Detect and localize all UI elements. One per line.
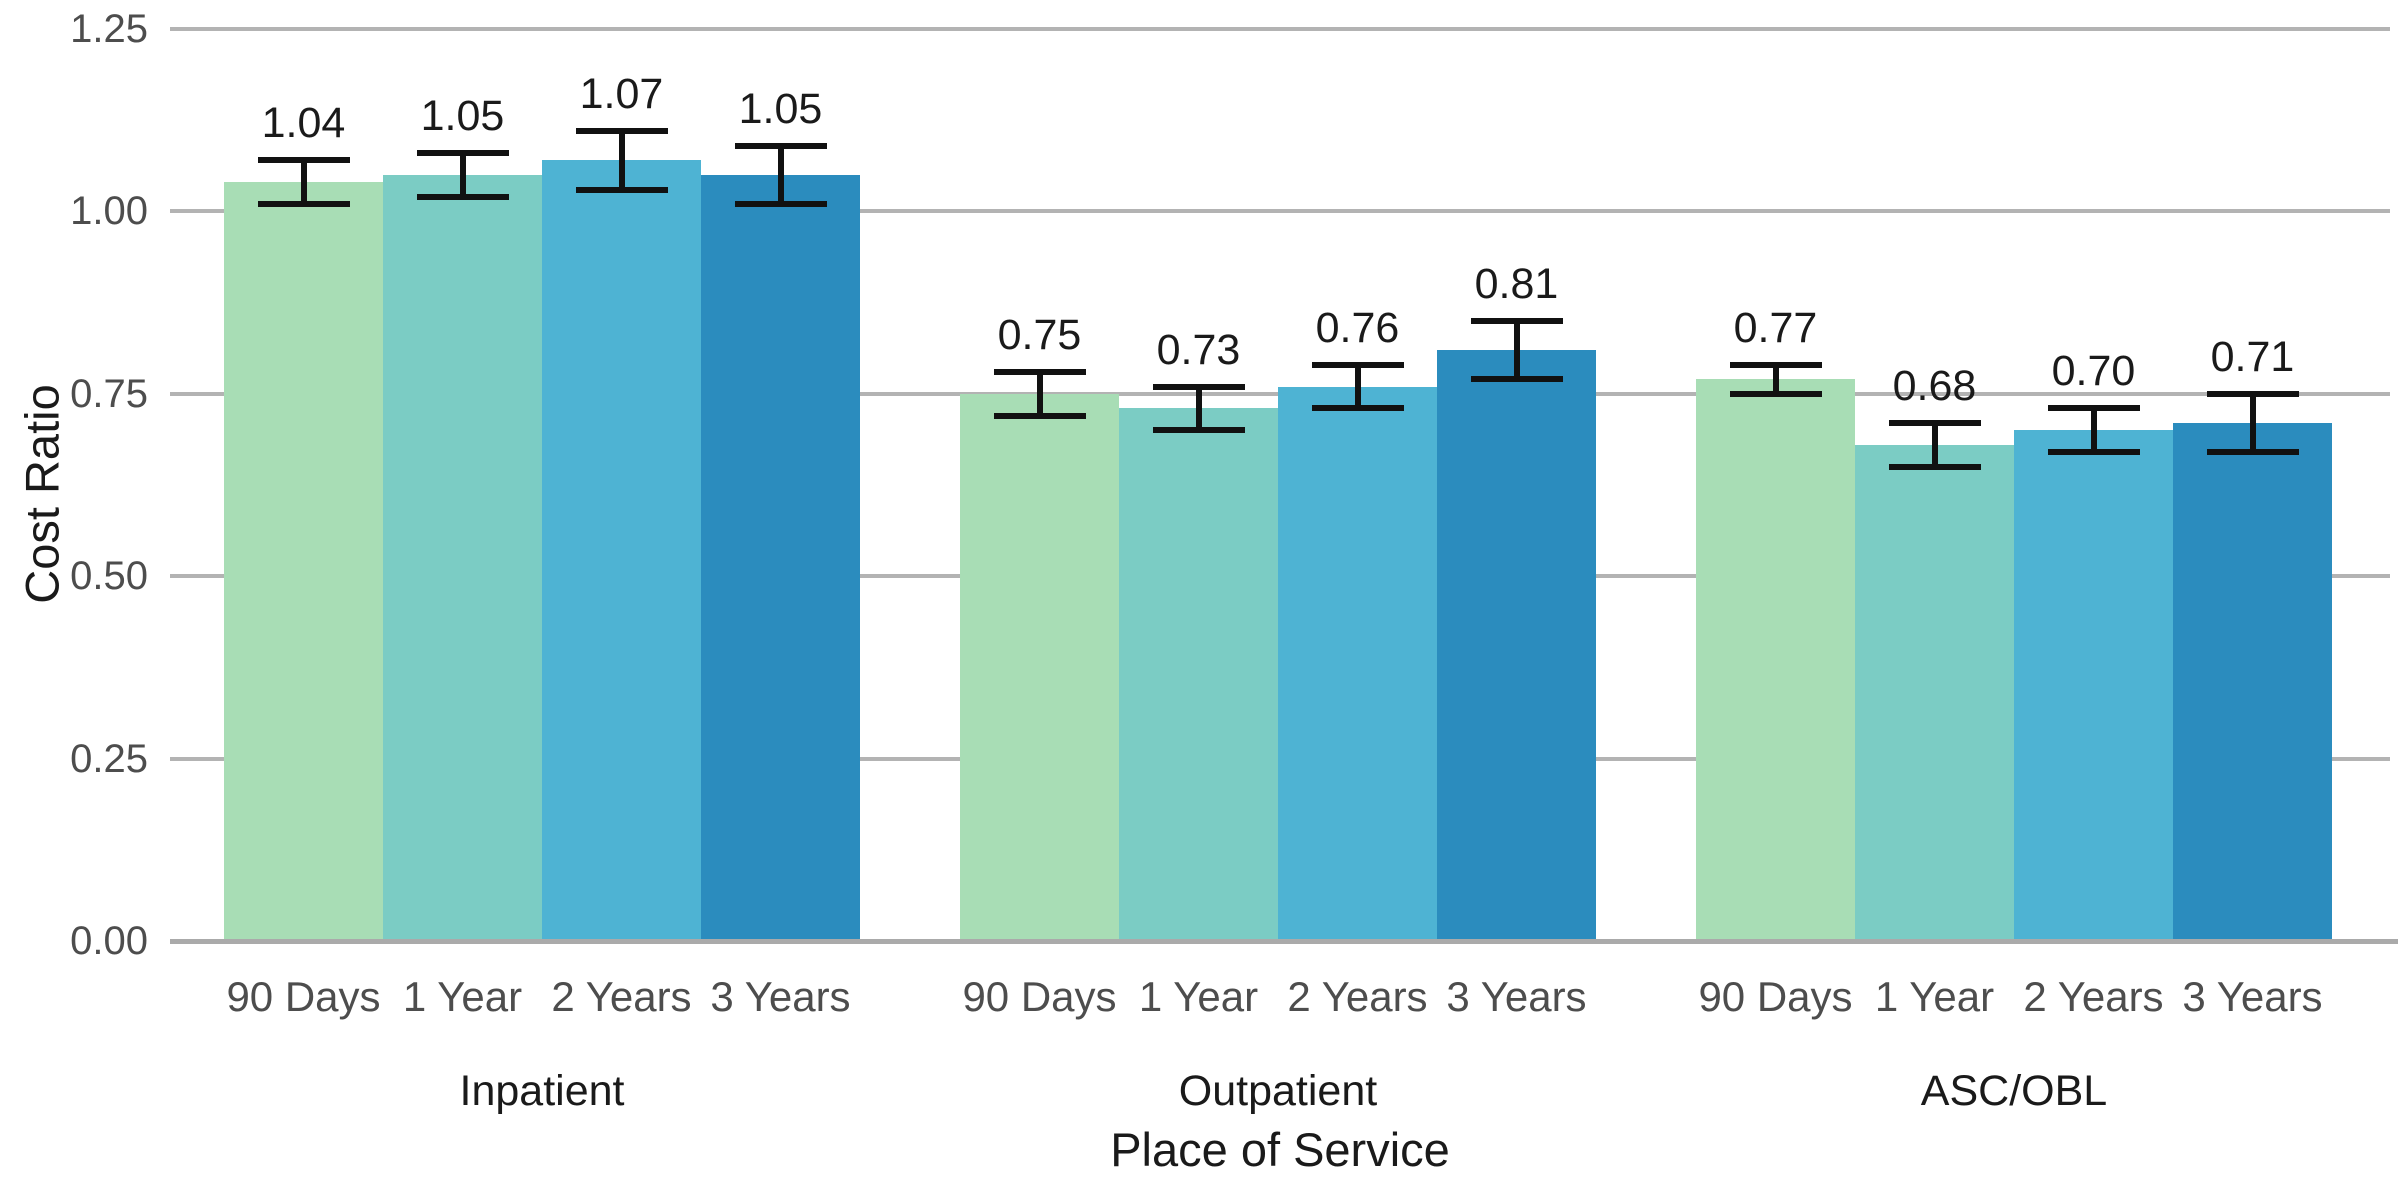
bar: [1696, 379, 1855, 941]
x-axis-line: [170, 939, 2398, 944]
y-tick-label: 0.00: [70, 919, 148, 963]
x-tick-label: 3 Years: [710, 973, 851, 1020]
error-bar-cap-top: [257, 157, 350, 164]
bar: [1119, 408, 1278, 941]
error-bar-cap-top: [2206, 390, 2299, 397]
error-bar-cap-top: [734, 142, 827, 149]
bar-value-label: 0.76: [1315, 303, 1400, 352]
error-bar-cap-bottom: [993, 412, 1086, 419]
group-label: ASC/OBL: [1920, 1067, 2108, 1115]
bar-value-label: 1.07: [579, 70, 664, 119]
x-tick-label: 90 Days: [1698, 973, 1853, 1020]
x-tick-label: 2 Years: [1287, 973, 1428, 1020]
bar-value-label: 1.04: [261, 99, 346, 148]
error-bar-cap-bottom: [734, 201, 827, 208]
x-tick-label: 1 Year: [1138, 973, 1259, 1020]
error-bar-line: [1513, 320, 1520, 380]
bar-value-label: 0.70: [2051, 347, 2136, 396]
x-tick-label: 1 Year: [1874, 973, 1995, 1020]
error-bar-cap-top: [1311, 361, 1404, 368]
error-bar-cap-bottom: [2206, 449, 2299, 456]
error-bar-line: [777, 145, 784, 205]
bar-value-label: 0.81: [1474, 259, 1559, 308]
y-tick-label: 0.75: [70, 371, 148, 416]
bar: [960, 393, 1119, 941]
bar: [383, 174, 542, 941]
bar-value-label: 0.68: [1892, 361, 1977, 410]
error-bar-cap-top: [575, 128, 668, 135]
error-bar-cap-top: [1470, 317, 1563, 324]
gridline: [170, 209, 2390, 214]
bar-value-label: 1.05: [738, 84, 823, 133]
y-tick-label: 0.50: [70, 554, 148, 599]
gridline: [170, 27, 2390, 31]
y-tick-label: 0.25: [70, 736, 148, 781]
error-bar-line: [1931, 422, 1938, 467]
x-axis-title: Place of Service: [1110, 1123, 1450, 1176]
x-tick-label: 2 Years: [2023, 973, 2164, 1020]
error-bar-line: [1195, 386, 1202, 431]
error-bar-cap-bottom: [1729, 390, 1822, 397]
error-bar-cap-top: [416, 150, 509, 157]
error-bar-line: [2249, 393, 2256, 453]
error-bar-cap-bottom: [257, 201, 350, 208]
error-bar-cap-bottom: [416, 193, 509, 200]
error-bar-cap-bottom: [1152, 427, 1245, 434]
y-tick-label: 1.00: [70, 189, 148, 234]
group-label: Outpatient: [1178, 1067, 1378, 1115]
error-bar-cap-top: [1888, 419, 1981, 426]
bar: [701, 174, 860, 941]
bar: [1278, 386, 1437, 941]
x-tick-label: 3 Years: [1446, 973, 1587, 1020]
x-tick-label: 90 Days: [962, 973, 1117, 1020]
group-label: Inpatient: [459, 1067, 625, 1115]
x-tick-label: 3 Years: [2182, 973, 2323, 1020]
error-bar-line: [459, 153, 466, 197]
error-bar-cap-bottom: [575, 186, 668, 193]
x-tick-label: 90 Days: [226, 973, 381, 1020]
bar-value-label: 0.73: [1156, 325, 1241, 374]
error-bar-cap-top: [993, 368, 1086, 375]
error-bar-cap-top: [2047, 405, 2140, 412]
x-tick-label: 1 Year: [402, 973, 523, 1020]
error-bar-cap-top: [1729, 361, 1822, 368]
y-tick-label: 1.25: [70, 7, 148, 51]
error-bar-line: [618, 131, 625, 190]
bar: [1855, 444, 2014, 941]
bar: [2014, 430, 2173, 941]
error-bar-line: [1354, 364, 1361, 409]
error-bar-cap-bottom: [1311, 405, 1404, 412]
bar: [224, 182, 383, 941]
error-bar-cap-bottom: [2047, 449, 2140, 456]
bar: [542, 160, 701, 941]
bar-value-label: 0.75: [997, 310, 1082, 359]
bar-value-label: 0.71: [2210, 332, 2295, 381]
error-bar-cap-top: [1152, 383, 1245, 390]
error-bar-cap-bottom: [1888, 463, 1981, 470]
bar: [1437, 350, 1596, 941]
error-bar-line: [1772, 364, 1779, 394]
x-tick-label: 2 Years: [551, 973, 692, 1020]
error-bar-line: [2090, 408, 2097, 453]
error-bar-line: [1036, 371, 1043, 416]
bar: [2173, 422, 2332, 941]
error-bar-line: [300, 160, 307, 205]
error-bar-cap-bottom: [1470, 376, 1563, 383]
bar-value-label: 1.05: [420, 92, 505, 141]
bar-value-label: 0.77: [1733, 303, 1818, 352]
